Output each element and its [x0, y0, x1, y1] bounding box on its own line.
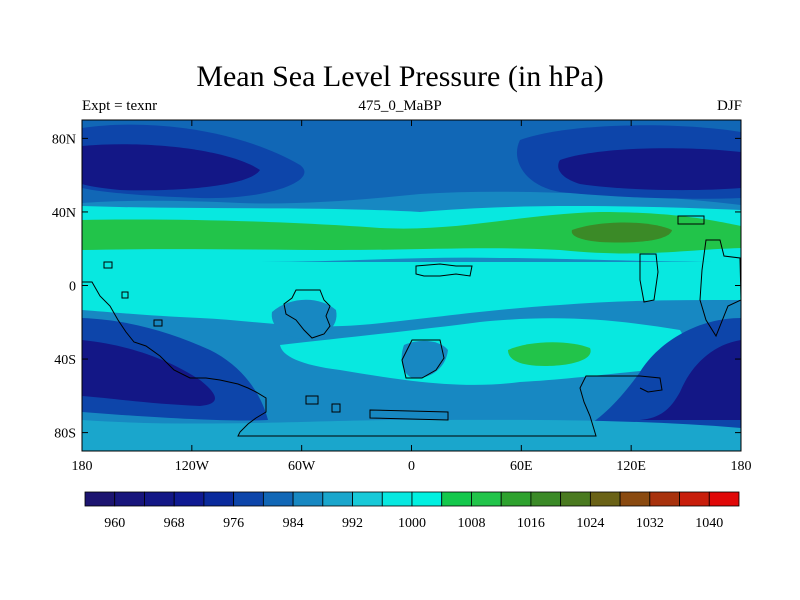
coastline-small-island: [103, 261, 113, 269]
colorbar-label: 1000: [398, 516, 426, 531]
y-axis: 80N 40N 0 40S 80S: [52, 132, 741, 442]
x-tick-label: 120W: [175, 459, 210, 474]
coastline-japan: [677, 215, 705, 225]
colorbar-swatch: [262, 491, 294, 507]
coastline-ice-shelf: [369, 409, 449, 421]
colorbar-label: 976: [223, 516, 244, 531]
y-tick-label: 40N: [52, 206, 76, 221]
y-tick-label: 80S: [54, 427, 76, 442]
colorbar-swatch: [411, 491, 443, 507]
colorbar-label: 1024: [576, 516, 604, 531]
colorbar-swatch: [589, 491, 621, 507]
colorbar-label: 992: [342, 516, 363, 531]
subtropical-high-band: [82, 212, 741, 254]
colorbar-swatch: [530, 491, 562, 507]
coastline-southeast-asia: [639, 253, 659, 303]
colorbar: [84, 491, 740, 507]
coastline-pacific-islands: [699, 239, 741, 338]
x-tick-label: 60W: [288, 459, 316, 474]
colorbar-swatch: [352, 491, 383, 507]
colorbar-labels: 960 968 976 984 992 1000 1008 1016 1024 1032 1040: [104, 516, 723, 531]
colorbar-swatch: [619, 491, 651, 507]
colorbar-swatch: [441, 491, 472, 507]
south-asia-low-core: [640, 340, 741, 420]
asian-high-center: [571, 222, 672, 243]
season-label: DJF: [716, 98, 742, 114]
colorbar-label: 1008: [457, 516, 485, 531]
coastline-south-america: [283, 289, 331, 339]
colorbar-swatch: [471, 491, 502, 507]
x-tick-label: 60E: [510, 459, 533, 474]
colorbar-swatch: [114, 491, 145, 507]
y-tick-label: 40S: [54, 353, 76, 368]
colorbar-label: 968: [164, 516, 185, 531]
north-asia-low-core: [558, 148, 741, 191]
colorbar-swatch: [560, 491, 591, 507]
colorbar-label: 1032: [636, 516, 664, 531]
colorbar-label: 1040: [695, 516, 723, 531]
colorbar-swatch: [173, 491, 205, 507]
coastlines: [82, 215, 741, 437]
x-tick-label: 0: [408, 459, 415, 474]
south-pacific-low-core: [82, 340, 215, 406]
colorbar-swatch: [292, 491, 324, 507]
colorbar-swatch: [679, 491, 710, 507]
colorbar-swatch: [84, 491, 116, 507]
coastline-small-island-3: [153, 319, 163, 327]
colorbar-swatch: [144, 491, 175, 507]
equatorial-band: [82, 262, 741, 327]
x-tick-label: 180: [731, 459, 752, 474]
colorbar-swatch: [649, 491, 680, 507]
antarctic-band: [82, 419, 741, 451]
coastline-small-island-4: [305, 395, 319, 405]
x-axis: 180 120W 60W 0 60E 120E 180: [72, 120, 752, 474]
coastline-south-africa: [401, 339, 445, 379]
y-tick-label: 80N: [52, 132, 76, 147]
chart-title: Mean Sea Level Pressure (in hPa): [196, 60, 604, 93]
period-label: 475_0_MaBP: [358, 98, 442, 114]
colorbar-swatch: [500, 491, 532, 507]
colorbar-label: 1016: [517, 516, 545, 531]
x-tick-label: 120E: [616, 459, 646, 474]
southern-cyan-region: [280, 318, 684, 385]
colorbar-swatch: [322, 491, 353, 507]
colorbar-swatch: [233, 491, 264, 507]
colorbar-swatch: [203, 491, 235, 507]
coastline-island: [331, 403, 341, 413]
experiment-label: Expt = texnr: [82, 98, 158, 114]
coastline-small-island-2: [121, 291, 129, 299]
south-indian-high: [508, 342, 591, 366]
coastline-north-africa: [415, 263, 473, 277]
coastline-antarctica: [82, 281, 663, 437]
colorbar-label: 960: [104, 516, 125, 531]
colorbar-label: 984: [283, 516, 304, 531]
south-america-trough: [271, 299, 337, 339]
colorbar-swatch: [708, 491, 740, 507]
y-tick-label: 0: [69, 280, 76, 295]
x-tick-label: 180: [72, 459, 93, 474]
colorbar-swatch: [381, 491, 413, 507]
north-pacific-low-core: [82, 144, 260, 191]
contour-field: [82, 120, 741, 451]
